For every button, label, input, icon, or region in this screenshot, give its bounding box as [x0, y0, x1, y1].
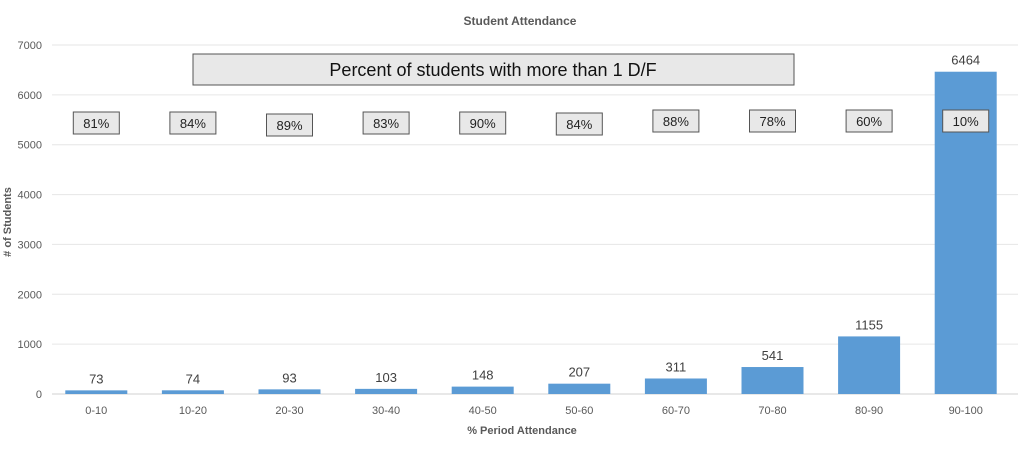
- bar: [65, 390, 128, 394]
- annotation-box: [459, 111, 507, 135]
- bar: [548, 383, 611, 394]
- annotation-label: 83%: [373, 116, 399, 131]
- bar: [838, 336, 901, 394]
- y-tick-label: 0: [36, 389, 42, 401]
- x-tick-label: 70-80: [758, 405, 786, 417]
- x-tick-label: 10-20: [179, 405, 207, 417]
- annotation-label: 88%: [663, 114, 689, 129]
- x-tick-label: 20-30: [275, 405, 303, 417]
- y-tick-label: 5000: [18, 140, 42, 152]
- annotation-label: 89%: [276, 118, 302, 133]
- y-tick-label: 1000: [18, 339, 42, 351]
- x-tick-label: 40-50: [469, 405, 497, 417]
- annotation-box: [555, 112, 603, 136]
- bar: [451, 386, 514, 394]
- data-label: 148: [472, 368, 494, 383]
- annotation-title: Percent of students with more than 1 D/F: [329, 60, 656, 80]
- data-label: 93: [282, 370, 296, 385]
- x-axis-ticks: 0-10 10-20 20-30 30-40 40-50 50-60 60-70 70-80 8…: [85, 405, 983, 417]
- data-label: 311: [666, 359, 687, 374]
- annotation-label: 81%: [83, 116, 109, 131]
- bar: [741, 367, 804, 394]
- x-axis-label: % Period Attendance: [467, 425, 577, 437]
- bar: [355, 388, 418, 394]
- annotation-label: 84%: [566, 117, 592, 132]
- gridlines: [52, 44, 1018, 395]
- annotation-box: [652, 109, 700, 133]
- x-tick-label: 0-10: [85, 405, 107, 417]
- y-axis-ticks: 0 1000 2000 3000 4000 5000 6000 7000: [18, 40, 42, 401]
- annotation-box: [266, 113, 313, 137]
- bar: [161, 390, 224, 394]
- annotation-label: 60%: [856, 114, 882, 129]
- annotation-box: [169, 111, 217, 135]
- data-label: 6464: [951, 53, 980, 68]
- data-label: 73: [89, 371, 103, 386]
- annotation-title-box: Percent of students with more than 1 D/F: [192, 53, 795, 86]
- annotation-label: 84%: [180, 116, 206, 131]
- x-tick-label: 30-40: [372, 405, 400, 417]
- x-tick-label: 80-90: [855, 405, 883, 417]
- y-tick-label: 6000: [18, 90, 42, 102]
- annotation-box: [362, 111, 410, 135]
- y-tick-label: 7000: [18, 40, 42, 52]
- x-tick-label: 50-60: [565, 405, 593, 417]
- annotations: 81% 84% 89% 83% 90% 84% 88% 78% 60% 10%: [72, 109, 990, 137]
- annotation-box: [749, 109, 796, 133]
- y-tick-label: 4000: [18, 190, 42, 202]
- annotation-label: 90%: [470, 116, 496, 131]
- y-tick-label: 2000: [18, 289, 42, 301]
- annotation-box: [72, 111, 120, 135]
- annotation-label: 78%: [759, 114, 785, 129]
- x-tick-label: 90-100: [949, 405, 983, 417]
- data-label: 103: [375, 370, 397, 385]
- annotation-box: [942, 109, 990, 133]
- y-axis-label: # of Students: [2, 187, 14, 257]
- annotation-box: [845, 109, 893, 133]
- annotation-label: 10%: [953, 114, 979, 129]
- bar: [644, 378, 707, 394]
- data-label: 207: [568, 365, 590, 380]
- data-label: 74: [186, 371, 200, 386]
- y-tick-label: 3000: [18, 239, 42, 251]
- bars: 73 74 93 103 148 207 311 541 1155 6464: [65, 53, 997, 395]
- x-tick-label: 60-70: [662, 405, 690, 417]
- chart-title: Student Attendance: [464, 14, 577, 28]
- bar: [258, 389, 321, 394]
- data-label: 1155: [855, 317, 883, 332]
- data-label: 541: [762, 348, 784, 363]
